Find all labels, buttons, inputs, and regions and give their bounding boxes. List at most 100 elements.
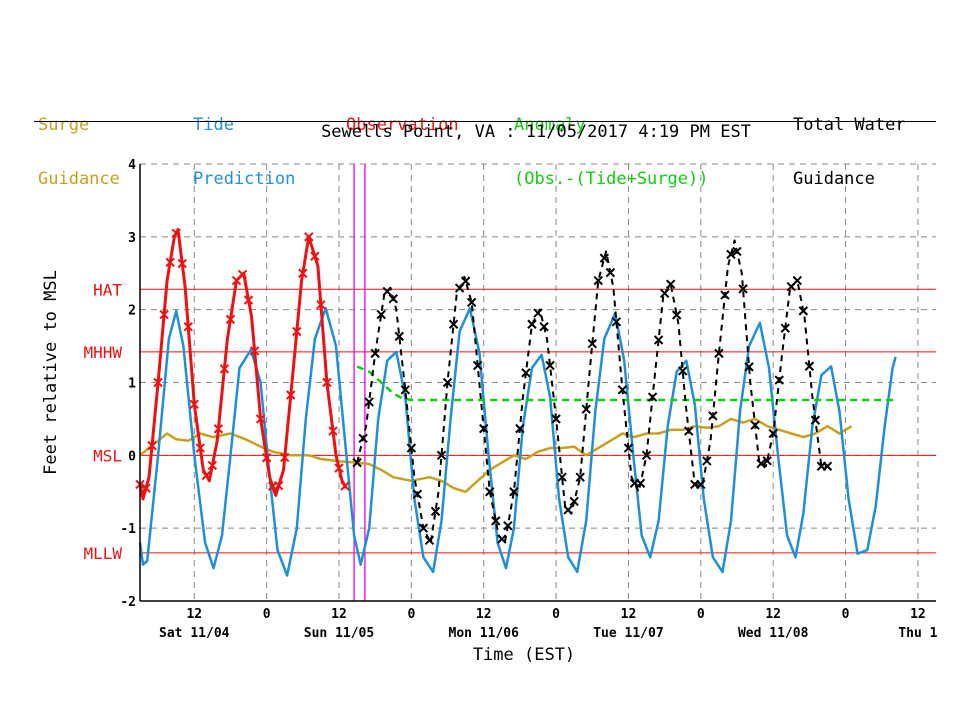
legend-total-water-guidance: Total Water Guidance — [793, 80, 906, 224]
data-point-marker — [243, 295, 254, 305]
data-point-marker — [255, 414, 266, 424]
x-axis-title: Time (EST) — [473, 645, 575, 665]
data-point-marker — [304, 232, 314, 242]
series-tide — [138, 306, 897, 577]
legend-tide-line2: Prediction — [193, 169, 296, 189]
x-day-label: Thu 1 — [898, 626, 937, 641]
data-point-marker — [400, 385, 411, 395]
x-tick-label: 0 — [842, 607, 850, 622]
data-point-marker — [822, 461, 833, 471]
data-point-marker — [219, 364, 230, 374]
data-point-marker — [515, 423, 525, 434]
data-point-marker — [744, 362, 754, 372]
data-point-marker — [316, 300, 326, 310]
data-point-marker — [768, 428, 778, 439]
data-point-marker — [183, 321, 193, 332]
data-point-marker — [684, 426, 694, 436]
y-tick-label: 3 — [128, 231, 136, 246]
data-point-marker — [328, 426, 338, 436]
data-point-marker — [491, 516, 501, 526]
y-tick-label: 2 — [128, 304, 136, 319]
data-point-marker — [340, 481, 350, 491]
y-tick-label: -1 — [120, 522, 136, 537]
series-line-total — [356, 239, 828, 544]
data-point-marker — [388, 294, 398, 304]
x-day-label: Tue 11/07 — [593, 626, 663, 641]
data-point-marker — [292, 326, 302, 337]
data-point-marker — [714, 348, 724, 359]
data-point-marker — [466, 297, 477, 308]
x-tick-label: 12 — [910, 607, 926, 622]
data-point-marker — [358, 433, 368, 444]
legend-total-line1: Total Water — [793, 115, 906, 135]
data-point-marker — [165, 257, 175, 268]
data-point-marker — [424, 535, 435, 546]
data-point-marker — [587, 338, 597, 349]
series-total — [352, 239, 833, 546]
x-tick-label: 12 — [331, 607, 347, 622]
data-point-marker — [195, 443, 206, 453]
data-point-marker — [599, 253, 610, 263]
data-point-marker — [141, 483, 151, 493]
data-point-marker — [207, 460, 218, 471]
data-point-marker — [261, 453, 272, 463]
data-point-marker — [436, 450, 447, 461]
data-point-marker — [352, 457, 362, 468]
legend-anomaly-line1: Anomaly — [514, 115, 586, 135]
data-point-marker — [617, 385, 628, 395]
x-tick-label: 0 — [407, 607, 415, 622]
legend-total-line2: Guidance — [793, 169, 875, 189]
data-point-marker — [189, 399, 199, 410]
series-line-anomaly — [356, 365, 896, 402]
data-point-marker — [750, 420, 760, 430]
data-point-marker — [430, 506, 441, 517]
data-point-marker — [792, 275, 803, 286]
data-point-marker — [201, 470, 212, 481]
data-point-marker — [593, 275, 604, 286]
datum-label: MSL — [93, 446, 122, 465]
data-point-marker — [159, 309, 169, 320]
data-point-marker — [732, 246, 742, 257]
data-point-marker — [641, 450, 652, 461]
data-point-marker — [659, 288, 670, 298]
legend-surge-line2: Guidance — [38, 169, 120, 189]
series-line-tide — [138, 306, 897, 577]
data-point-marker — [213, 424, 224, 434]
data-point-marker — [418, 523, 429, 533]
data-point-marker — [678, 366, 688, 376]
data-point-marker — [394, 331, 405, 342]
data-point-marker — [671, 310, 682, 320]
data-point-marker — [804, 361, 815, 371]
y-tick-label: 4 — [128, 158, 136, 173]
data-point-marker — [545, 360, 555, 371]
data-point-marker — [472, 360, 483, 371]
data-point-marker — [810, 415, 821, 425]
data-point-marker — [485, 487, 495, 497]
data-point-marker — [605, 267, 616, 278]
x-tick-label: 0 — [263, 607, 271, 622]
header-divider — [34, 121, 936, 122]
data-point-marker — [726, 249, 736, 260]
data-point-marker — [563, 505, 573, 515]
legend-surge-guidance: Surge Guidance — [38, 80, 120, 224]
data-point-marker — [249, 346, 260, 356]
data-point-marker — [533, 308, 543, 318]
series-anomaly — [356, 365, 896, 402]
data-point-marker — [569, 496, 579, 507]
data-point-marker — [171, 228, 181, 238]
data-point-marker — [448, 319, 459, 329]
data-point-marker — [551, 414, 561, 424]
axes — [139, 164, 936, 602]
series-obs — [135, 228, 350, 501]
data-point-marker — [280, 452, 290, 463]
y-tick-label: 0 — [128, 449, 136, 464]
data-point-marker — [774, 375, 784, 385]
data-point-marker — [370, 348, 380, 359]
data-point-marker — [575, 472, 585, 482]
data-point-marker — [738, 284, 748, 294]
chart-title: Sewells Point, VA : 11/05/2017 4:19 PM E… — [321, 122, 751, 142]
data-point-marker — [412, 489, 423, 499]
data-point-marker — [780, 323, 790, 333]
